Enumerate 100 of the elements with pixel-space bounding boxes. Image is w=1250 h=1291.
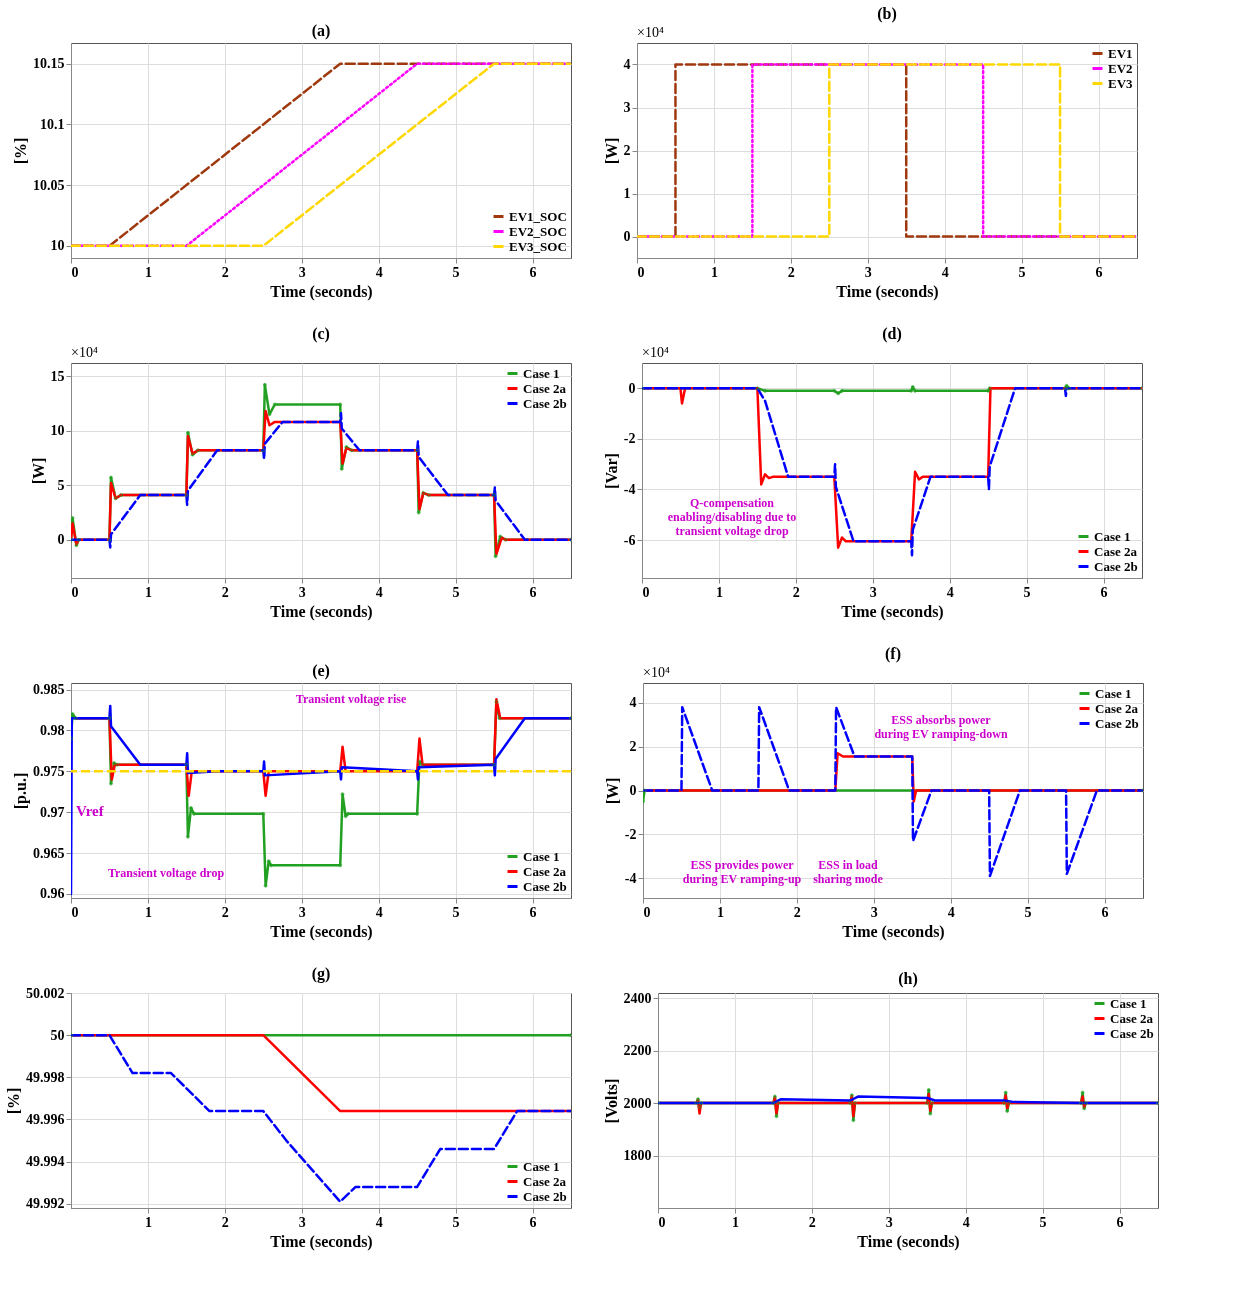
- x-tick-label: 1: [144, 904, 152, 920]
- x-axis-title: Time (seconds): [270, 922, 373, 941]
- chart-title: (g): [311, 965, 331, 983]
- chart-title: (e): [312, 661, 330, 680]
- x-tick-label: 4: [946, 584, 954, 600]
- x-tick-label: 5: [452, 584, 460, 600]
- chart-title: (f): [885, 645, 901, 663]
- x-axis-title: Time (seconds): [842, 922, 945, 941]
- text: ×10⁴: [71, 345, 98, 360]
- x-tick-label: 2: [221, 264, 229, 280]
- x-tick-label: 5: [452, 1214, 460, 1230]
- y-tick-label: 0: [623, 229, 631, 244]
- x-tick-label: 5: [1018, 264, 1026, 280]
- y-tick-label: 2000: [623, 1095, 652, 1111]
- x-tick-label: 2: [221, 584, 229, 600]
- y-axis-title: [W]: [29, 457, 47, 485]
- legend-label: Case 2b: [1110, 1025, 1154, 1041]
- x-tick-label: 6: [1101, 904, 1109, 920]
- x-tick-label: 3: [869, 584, 877, 600]
- x-tick-label: 1: [710, 264, 718, 280]
- legend-label: Case 2b: [523, 395, 567, 411]
- x-axis-title: Time (seconds): [270, 602, 373, 621]
- y-tick-label: 10: [50, 423, 65, 439]
- x-tick-label: 2: [221, 1214, 229, 1230]
- y-tick-label: 0.975: [33, 763, 65, 779]
- y-tick-label: -6: [623, 532, 636, 548]
- y-tick-label: 3: [623, 100, 631, 115]
- x-tick-label: 4: [947, 904, 955, 920]
- y-tick-label: 15: [50, 368, 65, 384]
- x-axis-title: Time (seconds): [270, 282, 373, 301]
- legend-label: Case 2a: [523, 1173, 567, 1189]
- y-tick-label: -4: [623, 481, 636, 497]
- x-axis-title: Time (seconds): [857, 1232, 960, 1251]
- y-axis-title: [W]: [602, 137, 620, 165]
- annotation: Transient voltage drop: [107, 866, 225, 880]
- x-axis-title: Time (seconds): [841, 602, 944, 621]
- x-tick-label: 3: [298, 264, 306, 280]
- y-axis-title: [W]: [603, 777, 621, 805]
- x-tick-label: 1: [144, 1214, 152, 1230]
- legend-label: EV3: [1108, 75, 1134, 91]
- x-tick-label: 1: [731, 1214, 739, 1230]
- annotation: Q-compensation enabling/disabling due to transient voltage drop: [667, 496, 797, 538]
- x-tick-label: 6: [1116, 1214, 1124, 1230]
- annotation: ESS provides power during EV ramping-up: [682, 858, 802, 886]
- y-axis-title: [Var]: [602, 453, 620, 489]
- x-tick-label: 2: [808, 1214, 816, 1230]
- y-tick-label: 4: [623, 57, 631, 72]
- text: ×10⁴: [643, 665, 670, 680]
- x-tick-label: 4: [962, 1214, 970, 1230]
- x-tick-label: 5: [1039, 1214, 1047, 1230]
- legend-label: Case 1: [523, 1158, 560, 1174]
- y-tick-label: 50.002: [26, 985, 65, 1001]
- x-tick-label: 2: [787, 264, 795, 280]
- x-tick-label: 6: [529, 584, 537, 600]
- y-tick-label: 49.998: [26, 1069, 65, 1085]
- chart-title: (a): [311, 22, 331, 40]
- x-axis-title: Time (seconds): [270, 1232, 373, 1251]
- y-tick-label: 5: [57, 477, 65, 493]
- x-tick-label: 0: [71, 584, 79, 600]
- x-tick-label: 5: [452, 264, 460, 280]
- y-axis-title: [%]: [5, 1087, 22, 1115]
- chart-title: (c): [312, 325, 330, 343]
- y-tick-label: 10.1: [40, 116, 65, 132]
- x-tick-label: 5: [1023, 584, 1031, 600]
- chart-title: (d): [882, 325, 902, 343]
- y-tick-label: -2: [623, 431, 636, 447]
- y-tick-label: 10.15: [33, 56, 65, 72]
- legend-label: EV2: [1108, 60, 1133, 76]
- y-axis-title: [p.u.]: [12, 772, 30, 810]
- x-tick-label: 4: [941, 264, 949, 280]
- x-tick-label: 3: [298, 904, 306, 920]
- legend-label: Case 2a: [523, 863, 567, 879]
- y-tick-label: 0.98: [40, 722, 65, 738]
- x-axis-title: Time (seconds): [836, 282, 939, 301]
- x-tick-label: 0: [71, 264, 79, 280]
- legend-label: Case 2b: [523, 1188, 567, 1204]
- y-tick-label: -4: [624, 870, 637, 886]
- y-tick-label: 50: [50, 1027, 65, 1043]
- x-tick-label: 4: [375, 264, 383, 280]
- chart-title: (b): [877, 5, 897, 23]
- legend-label: Case 1: [1110, 995, 1147, 1011]
- x-tick-label: 6: [529, 264, 537, 280]
- legend-label: Case 2a: [1110, 1010, 1154, 1026]
- chart-title: (h): [898, 970, 918, 989]
- x-tick-label: 6: [1100, 584, 1108, 600]
- x-tick-label: 1: [716, 904, 724, 920]
- annotation: Transient voltage rise: [295, 692, 407, 706]
- y-tick-label: 2400: [623, 990, 652, 1006]
- y-tick-label: 10.05: [33, 177, 65, 193]
- legend-label: Case 2b: [523, 878, 567, 894]
- y-axis-title: [%]: [12, 137, 29, 165]
- y-tick-label: 0: [57, 532, 65, 548]
- annotation: ESS in load sharing mode: [813, 858, 884, 886]
- legend-label: Case 2a: [523, 380, 567, 396]
- x-tick-label: 2: [792, 584, 800, 600]
- x-tick-label: 1: [144, 584, 152, 600]
- x-tick-label: 1: [715, 584, 723, 600]
- y-tick-label: 0: [628, 380, 636, 396]
- y-axis-title: [Volts]: [602, 1078, 620, 1124]
- y-tick-label: 2: [623, 143, 631, 158]
